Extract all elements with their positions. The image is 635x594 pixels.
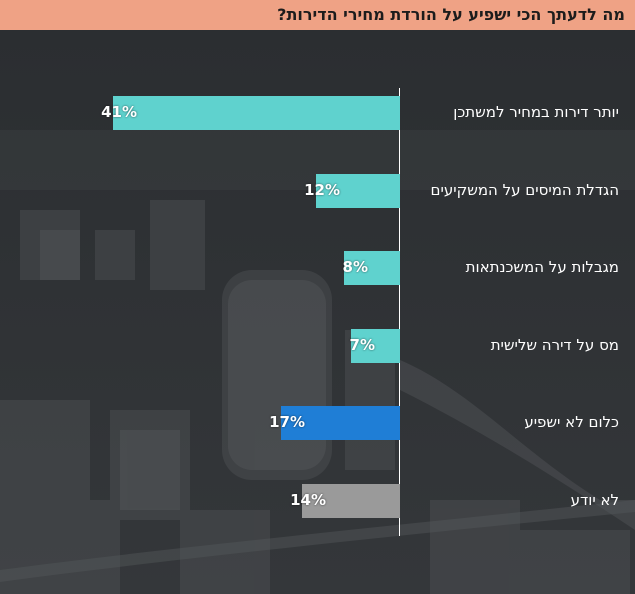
category-label: הגדלת המיסים על המשקיעים <box>430 180 619 199</box>
bar-5 <box>281 406 400 441</box>
bar-3 <box>344 251 400 286</box>
bar-value-label: 12% <box>304 180 340 199</box>
bar-value-label: 41% <box>101 103 137 121</box>
bar-value-label: 17% <box>269 413 305 432</box>
chart-axis-line <box>399 88 400 536</box>
bar-1 <box>113 96 400 130</box>
category-label: כלום לא ישפיע <box>524 413 619 432</box>
bar-4 <box>351 328 400 363</box>
bar-6 <box>302 484 400 518</box>
bar-value-label: 7% <box>349 335 375 354</box>
bar-2 <box>316 173 400 208</box>
title-bar: מה לדעתך הכי ישפיע על הורדת מחירי הדירות… <box>0 0 635 30</box>
category-label: לא יודע <box>570 491 619 509</box>
chart-title: מה לדעתך הכי ישפיע על הורדת מחירי הדירות… <box>277 5 625 24</box>
bar-value-label: 14% <box>290 491 326 509</box>
category-label: מס על דירה שלישית <box>490 335 619 354</box>
category-label: יותר דירות במחיר למשתכן <box>453 103 619 121</box>
category-label: מגבלות על המשכנתאות <box>465 258 619 277</box>
bar-value-label: 8% <box>342 258 368 277</box>
